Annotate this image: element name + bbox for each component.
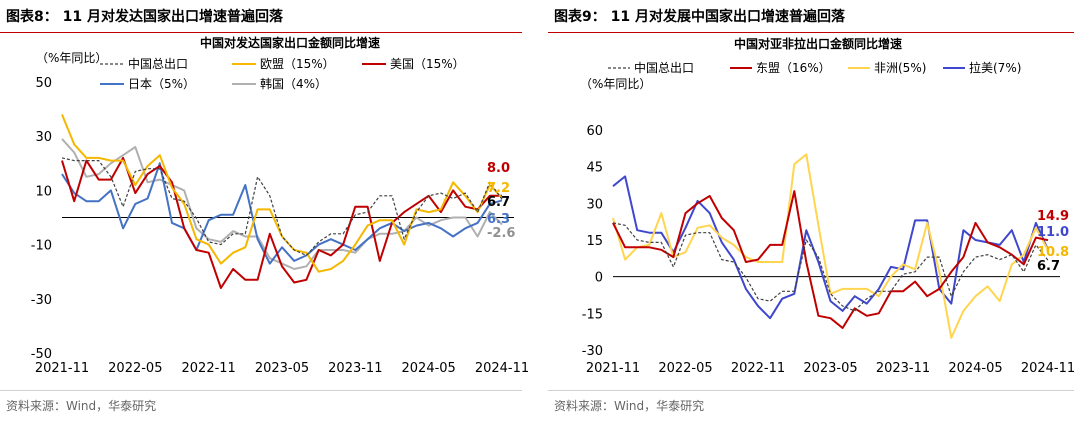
series-line (61, 162, 503, 265)
x-tick-label: 2024-05 (402, 361, 456, 376)
x-tick-label: 2023-05 (255, 361, 309, 376)
legend-label: 中国总出口 (634, 60, 694, 75)
figure-8-source-rule (0, 390, 522, 391)
y-tick-label: 50 (35, 76, 52, 91)
series-line (61, 114, 503, 273)
legend-label: 日本（5%） (128, 77, 195, 91)
x-tick-label: 2022-05 (108, 361, 162, 376)
figure-9-source-rule (548, 390, 1074, 391)
legend-label: 中国总出口 (128, 56, 188, 71)
figure-9-title-rule (548, 32, 1074, 33)
x-tick-label: 2022-05 (658, 361, 712, 376)
x-tick-label: 2024-11 (475, 361, 529, 376)
y-tick-label: 30 (586, 197, 603, 212)
end-value-label: -2.6 (487, 226, 515, 241)
y-tick-label: 0 (595, 271, 603, 286)
end-value-label: 6.3 (487, 212, 510, 227)
y-tick-label: 45 (586, 161, 603, 176)
legend-label: 非洲(5%) (874, 61, 926, 75)
y-tick-label: 15 (586, 234, 603, 249)
end-value-label: 10.8 (1037, 245, 1069, 260)
legend-label: 欧盟（15%） (260, 57, 335, 71)
chart-title: 中国对亚非拉出口金额同比增速 (734, 36, 902, 51)
y-tick-label: -10 (31, 239, 52, 254)
y-tick-label: -30 (31, 293, 52, 308)
x-tick-label: 2022-11 (731, 361, 785, 376)
developing-markets-chart: 中国对亚非拉出口金额同比增速 （%年同比） 中国总出口 东盟（16%） 非洲(5%) 拉美… (580, 36, 1075, 376)
end-value-label: 8.0 (487, 161, 510, 176)
series-line (612, 190, 1049, 329)
figure-8-title: 图表8： 11 月对发达国家出口增速普遍回落 (6, 9, 283, 25)
series-line (612, 175, 1049, 320)
legend-label: 韩国（4%） (260, 76, 327, 91)
figure-8-title-rule (0, 32, 522, 33)
figure-9-title: 图表9： 11 月对发展中国家出口增速普遍回落 (554, 9, 845, 25)
x-tick-label: 2024-11 (1021, 361, 1075, 376)
legend-label: 东盟（16%） (756, 61, 831, 75)
end-value-label: 6.7 (487, 195, 510, 210)
chart-title: 中国对发达国家出口金额同比增速 (200, 35, 380, 50)
end-value-label: 14.9 (1037, 209, 1069, 224)
developed-markets-chart: 中国对发达国家出口金额同比增速 （%年同比） 中国总出口 欧盟（15%） 美国（15%）… (31, 35, 529, 376)
y-tick-label: 60 (586, 124, 603, 139)
y-tick-label: -50 (31, 347, 52, 362)
y-tick-label: 10 (35, 184, 52, 199)
y-tick-label: -30 (582, 344, 603, 359)
figure-8-panel: 图表8： 11 月对发达国家出口增速普遍回落 中国对发达国家出口金额同比增速 （%… (0, 0, 530, 431)
x-tick-label: 2023-11 (876, 361, 930, 376)
end-value-label: 7.2 (487, 181, 510, 196)
figure-8-source: 资料来源：Wind，华泰研究 (6, 399, 157, 413)
figure-9-panel: 图表9： 11 月对发展中国家出口增速普遍回落 中国对亚非拉出口金额同比增速 （%… (548, 0, 1080, 431)
series-line (61, 157, 503, 256)
figure-9-source: 资料来源：Wind，华泰研究 (554, 399, 705, 413)
x-tick-label: 2021-11 (586, 361, 640, 376)
y-axis-label: （%年同比） (580, 77, 651, 91)
end-value-label: 11.0 (1037, 225, 1069, 240)
legend-label: 美国（15%） (390, 57, 465, 71)
y-tick-label: 30 (35, 130, 52, 145)
x-tick-label: 2022-11 (182, 361, 236, 376)
x-tick-label: 2021-11 (35, 361, 89, 376)
series-line (612, 153, 1049, 339)
legend-label: 拉美(7%) (969, 60, 1021, 75)
x-tick-label: 2023-05 (803, 361, 857, 376)
y-axis-label: （%年同比） (36, 51, 107, 65)
y-tick-label: -15 (582, 307, 603, 322)
end-value-label: 6.7 (1037, 259, 1060, 274)
x-tick-label: 2024-05 (948, 361, 1002, 376)
x-tick-label: 2023-11 (328, 361, 382, 376)
series-line (612, 222, 1049, 312)
